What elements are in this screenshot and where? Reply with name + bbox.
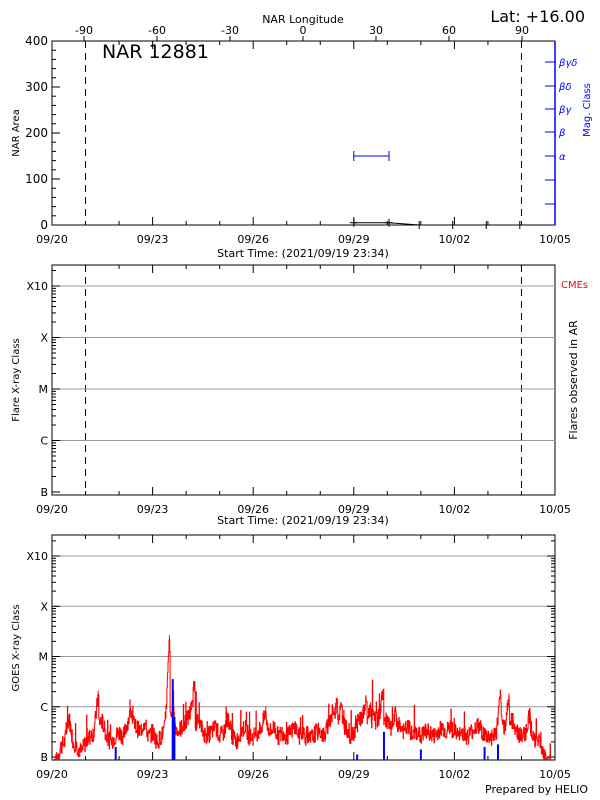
lon-tick-label: 0	[300, 24, 307, 37]
lon-tick-label: -90	[75, 24, 93, 37]
flare-ylabel: Flare X-ray Class	[11, 338, 22, 422]
class-tick-label: C	[40, 435, 48, 448]
area-point	[482, 221, 491, 229]
top-xlabel: Start Time: (2021/09/19 23:34)	[217, 247, 389, 260]
panel-frame	[51, 40, 556, 226]
area-point	[515, 221, 524, 229]
x-tick-label: 09/23	[137, 768, 169, 781]
lon-tick-label: 90	[515, 24, 529, 37]
x-tick-label: 09/23	[137, 503, 169, 516]
y-tick-label: 0	[40, 218, 48, 232]
mag-class-ylabel: Mag. Class	[582, 83, 593, 137]
x-tick-label: 09/20	[36, 233, 68, 246]
area-point	[415, 221, 424, 229]
x-tick-label: 10/02	[439, 503, 471, 516]
lon-tick-label: -30	[221, 24, 239, 37]
area-point	[385, 218, 394, 227]
flares-observed-label: Flares observed in AR	[567, 320, 580, 440]
lon-tick-label: 60	[442, 24, 456, 37]
area-point	[448, 221, 457, 229]
y-tick-label: 100	[25, 172, 48, 186]
y-tick-label: 200	[25, 126, 48, 140]
x-tick-label: 09/29	[338, 503, 370, 516]
x-tick-label: 10/05	[539, 503, 571, 516]
cme-label: CMEs	[561, 280, 588, 291]
mag-class-label: βγ	[558, 105, 572, 116]
x-tick-label: 09/26	[237, 768, 269, 781]
x-tick-label: 10/05	[539, 768, 571, 781]
area-ylabel: NAR Area	[11, 109, 22, 156]
top-axis-label: NAR Longitude	[262, 13, 344, 26]
class-tick-label: X	[40, 600, 48, 613]
mag-class-label: α	[559, 152, 566, 163]
x-tick-label: 10/05	[539, 233, 571, 246]
mag-class-label: βγδ	[558, 58, 577, 69]
panel-frame	[51, 534, 556, 761]
x-tick-label: 10/02	[439, 768, 471, 781]
lon-tick-label: 30	[369, 24, 383, 37]
panel-frame	[51, 264, 556, 496]
x-tick-label: 09/20	[36, 768, 68, 781]
class-tick-label: B	[40, 486, 48, 499]
class-tick-label: X10	[26, 280, 48, 293]
class-tick-label: X	[40, 332, 48, 345]
area-line	[353, 222, 520, 226]
mid-xlabel: Start Time: (2021/09/19 23:34)	[217, 514, 389, 527]
goes-ylabel: GOES X-ray Class	[11, 604, 22, 691]
area-point	[349, 218, 358, 227]
x-tick-label: 09/20	[36, 503, 68, 516]
class-tick-label: M	[39, 651, 49, 664]
ar-title: NAR 12881	[102, 41, 209, 63]
lon-tick-label: -60	[148, 24, 166, 37]
mag-class-label: βδ	[558, 82, 572, 93]
prepared-by: Prepared by HELIO	[485, 783, 588, 796]
x-tick-label: 09/29	[338, 233, 370, 246]
x-tick-label: 09/26	[237, 503, 269, 516]
x-tick-label: 09/29	[338, 768, 370, 781]
lat-label: Lat: +16.00	[490, 7, 585, 26]
x-tick-label: 09/26	[237, 233, 269, 246]
class-tick-label: X10	[26, 550, 48, 563]
x-tick-label: 09/23	[137, 233, 169, 246]
class-tick-label: B	[40, 751, 48, 764]
y-tick-label: 400	[25, 34, 48, 48]
y-tick-label: 300	[25, 80, 48, 94]
class-tick-label: M	[39, 383, 49, 396]
goes-long-channel-line	[52, 635, 551, 760]
class-tick-label: C	[40, 701, 48, 714]
mag-class-label: β	[558, 128, 566, 139]
x-tick-label: 10/02	[439, 233, 471, 246]
